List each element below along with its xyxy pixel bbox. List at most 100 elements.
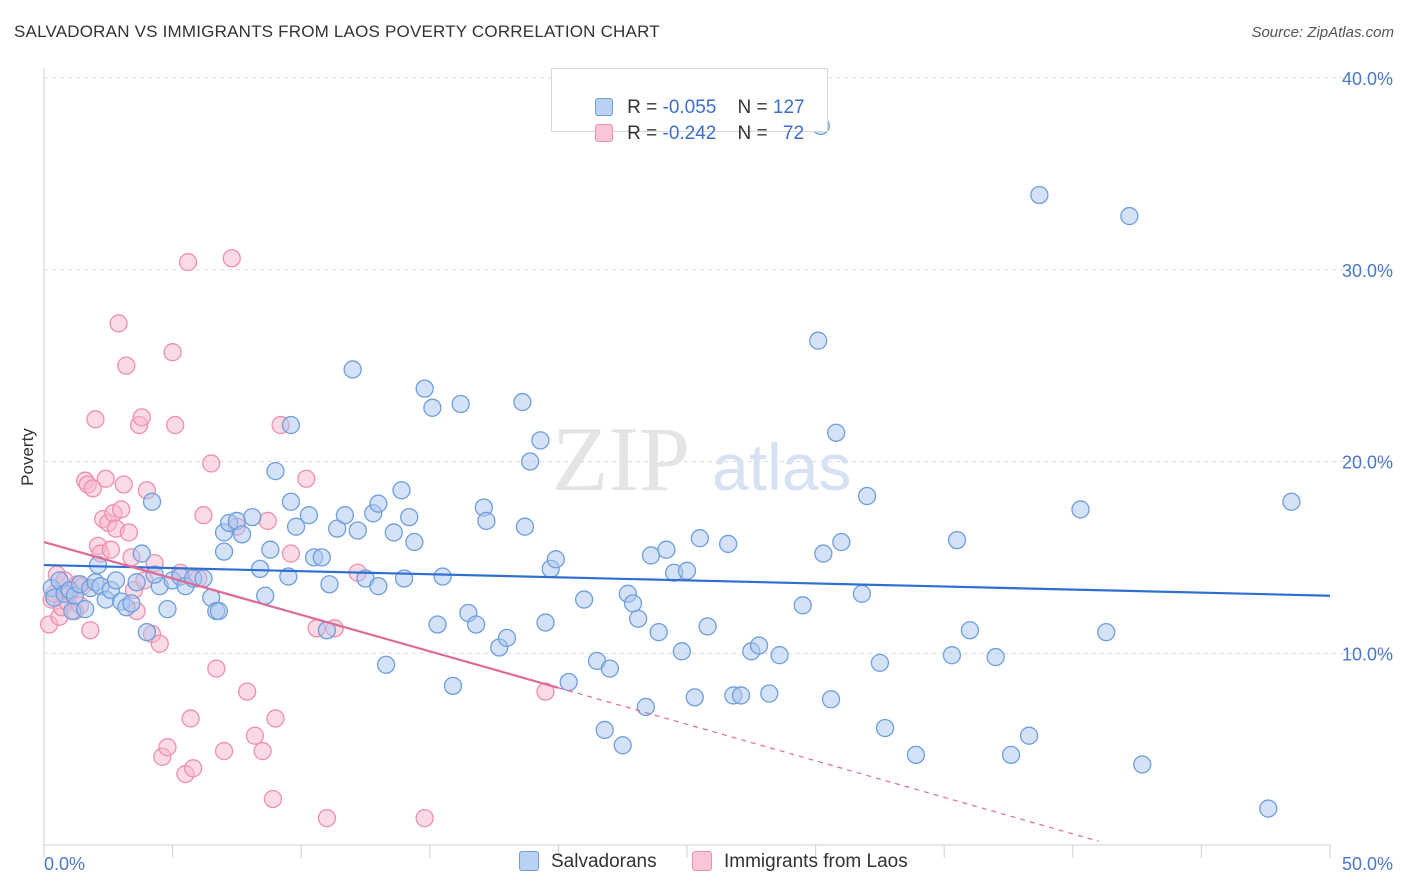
salvadoran-point <box>343 360 362 379</box>
salvadoran-point <box>1071 500 1090 519</box>
x-tick-label-min: 0.0% <box>44 854 85 874</box>
salvadoran-point <box>832 532 851 552</box>
laos-point <box>109 314 128 333</box>
laos-point <box>238 682 257 701</box>
salvadoran-point <box>852 584 872 603</box>
salvadoran-trend-line <box>43 563 1331 597</box>
y-tick-label: 10.0% <box>1342 644 1393 664</box>
legend-swatch-pink <box>692 851 712 871</box>
salvadoran-point <box>281 492 301 511</box>
salvadoran-point <box>827 423 846 442</box>
laos-point <box>181 709 200 728</box>
watermark: ZIP atlas <box>552 408 851 510</box>
x-tick-marks <box>43 845 1331 858</box>
legend-item-laos[interactable]: Immigrants from Laos <box>692 851 908 873</box>
legend-n-value: 72 <box>782 123 805 144</box>
legend-row-salvadorans: R = -0.055 N = 127 <box>574 75 805 118</box>
legend-item-salvadorans[interactable]: Salvadorans <box>519 851 657 873</box>
laos-point <box>112 500 131 519</box>
salvadoran-point <box>392 481 411 500</box>
salvadoran-point <box>279 567 298 586</box>
salvadoran-point <box>384 523 403 542</box>
x-tick-label-max: 50.0% <box>1342 854 1393 874</box>
salvadoran-point <box>281 415 301 435</box>
salvadoran-point <box>466 615 486 634</box>
salvadoran-point <box>286 517 306 536</box>
chart-title: SALVADORAN VS IMMIGRANTS FROM LAOS POVER… <box>14 22 660 41</box>
laos-point <box>117 356 136 375</box>
salvadoran-point <box>600 659 619 678</box>
salvadoran-point <box>628 609 648 628</box>
legend-n-value: 127 <box>772 97 805 118</box>
salvadoran-point <box>857 486 877 506</box>
laos-point <box>317 809 337 828</box>
laos-point <box>415 809 434 828</box>
salvadoran-point <box>1282 492 1301 511</box>
salvadoran-point <box>348 521 367 540</box>
legend-r-value: -0.055 <box>662 97 717 118</box>
salvadoran-point <box>875 718 895 738</box>
salvadoran-point <box>1019 726 1039 745</box>
laos-point <box>119 523 139 542</box>
legend-label-salvadorans: Salvadorans <box>551 851 657 872</box>
salvadoran-point <box>158 599 177 619</box>
y-tick-label: 30.0% <box>1342 261 1393 281</box>
laos-point <box>202 454 221 473</box>
bottom-legend: Salvadorans Immigrants from Laos <box>0 851 1406 877</box>
salvadoran-point <box>209 601 229 621</box>
salvadoran-point <box>106 571 126 590</box>
salvadoran-point <box>232 525 252 544</box>
salvadoran-point <box>369 576 388 596</box>
salvadoran-point <box>793 596 812 615</box>
laos-point <box>297 469 316 488</box>
legend-r-label: R = <box>627 123 663 144</box>
legend-label-laos: Immigrants from Laos <box>724 851 908 872</box>
laos-point <box>166 415 185 435</box>
salvadoran-point <box>1030 185 1049 205</box>
salvadoran-point <box>243 507 262 527</box>
salvadoran-point <box>536 613 555 632</box>
salvadoran-point <box>1259 799 1278 818</box>
salvadoran-point <box>261 540 280 559</box>
salvadoran-point <box>685 688 704 707</box>
salvadoran-point <box>520 452 540 471</box>
salvadoran-point <box>809 331 828 350</box>
y-tick-labels: 10.0% 20.0% 30.0% 40.0% <box>1342 69 1393 664</box>
salvadoran-point <box>623 594 643 613</box>
y-tick-label: 20.0% <box>1342 453 1393 473</box>
salvadoran-point <box>613 736 632 755</box>
laos-point <box>96 469 115 488</box>
salvadoran-point <box>731 686 751 705</box>
salvadoran-point <box>546 550 565 569</box>
salvadoran-point <box>636 697 655 717</box>
laos-point <box>222 249 241 268</box>
salvadoran-point <box>428 615 447 634</box>
salvadoran-point <box>641 546 661 565</box>
salvadoran-point <box>559 672 578 692</box>
salvadoran-point <box>76 599 95 619</box>
salvadoran-point <box>986 647 1005 667</box>
salvadoran-point <box>657 540 676 559</box>
salvadoran-point <box>320 575 339 594</box>
laos-point <box>214 741 234 761</box>
salvadoran-point <box>960 621 980 640</box>
grid-lines <box>44 77 1393 654</box>
legend-swatch-blue <box>519 851 539 871</box>
salvadoran-point <box>513 392 532 412</box>
laos-point <box>178 252 198 272</box>
legend-r-value: -0.242 <box>662 123 717 144</box>
salvadoran-point <box>433 567 452 586</box>
salvadoran-point <box>132 544 151 563</box>
salvadoran-point <box>906 745 926 765</box>
salvadoran-point <box>1120 206 1139 226</box>
salvadoran-point <box>477 511 496 531</box>
salvadoran-point <box>515 517 535 536</box>
salvadoran-point <box>649 623 668 642</box>
salvadoran-point <box>690 529 710 548</box>
watermark-atlas: atlas <box>712 430 851 504</box>
legend-row-laos: R = -0.242 N = 72 <box>574 101 804 144</box>
salvadoran-point <box>142 492 162 511</box>
laos-point <box>253 741 272 761</box>
salvadoran-point <box>299 506 319 525</box>
